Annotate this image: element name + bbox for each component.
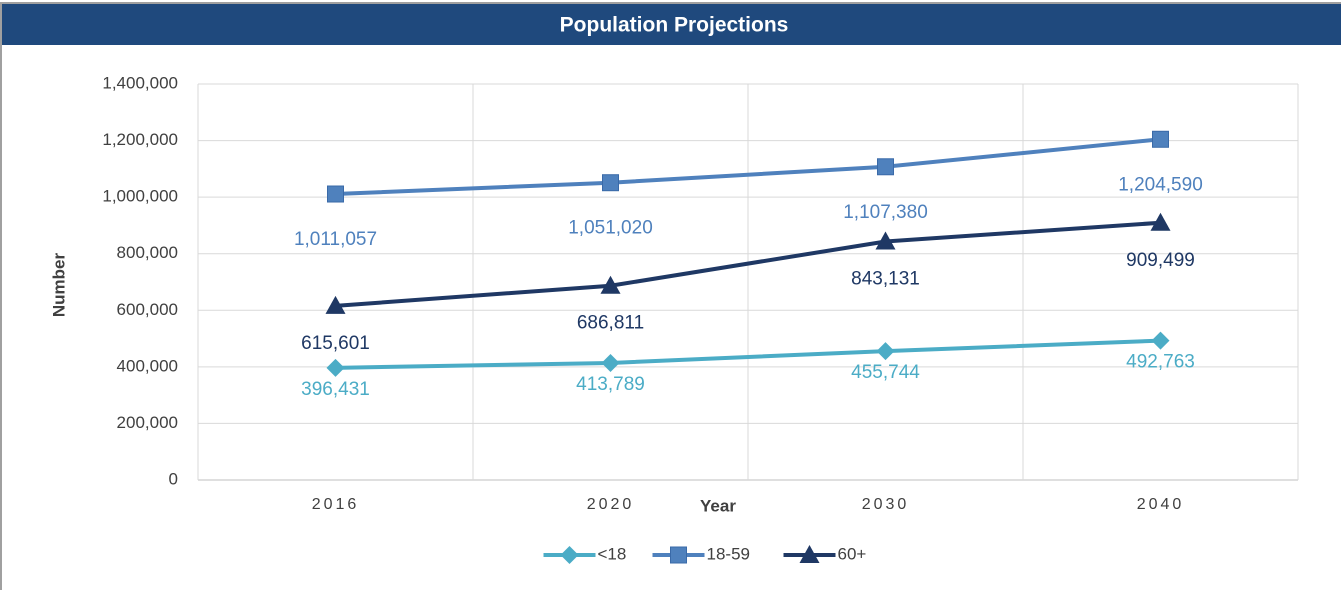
data-label: 909,499: [1126, 250, 1195, 271]
y-tick-label: 0: [169, 469, 178, 488]
data-label: 1,011,057: [294, 229, 377, 250]
y-tick-label: 200,000: [117, 413, 178, 432]
legend-label: <18: [598, 544, 627, 563]
title-bar: [0, 4, 1341, 45]
data-label: 413,789: [576, 374, 645, 395]
point-marker: [875, 231, 896, 250]
point-marker: [326, 358, 345, 377]
data-label: 1,204,590: [1118, 174, 1203, 195]
series-line: [335, 338, 1161, 370]
y-tick-label: 400,000: [117, 356, 178, 375]
point-marker: [325, 295, 346, 314]
legend-label: 60+: [838, 544, 867, 563]
point-marker: [876, 342, 895, 361]
data-label: 686,811: [577, 313, 644, 334]
point-marker: [1152, 130, 1169, 148]
legend-marker: [799, 545, 820, 563]
y-tick-label: 800,000: [117, 243, 178, 262]
series-line: [335, 220, 1161, 308]
data-label: 455,744: [851, 362, 920, 383]
point-marker: [877, 158, 894, 176]
point-marker: [601, 353, 620, 372]
y-tick-label: 1,000,000: [102, 187, 178, 206]
data-label: 396,431: [301, 379, 370, 400]
x-tick-label: 2040: [1137, 496, 1185, 513]
data-label: 1,107,380: [843, 202, 928, 223]
data-label: 615,601: [301, 333, 370, 354]
legend-marker: [560, 546, 579, 564]
y-tick-label: 1,400,000: [102, 73, 178, 92]
x-axis-title: Year: [700, 496, 736, 515]
point-marker: [1151, 331, 1170, 350]
y-tick-label: 600,000: [117, 300, 178, 319]
point-marker: [602, 174, 619, 192]
point-marker: [600, 275, 621, 294]
data-label: 1,051,020: [568, 218, 653, 239]
series-line: [335, 137, 1161, 197]
data-label: 843,131: [851, 269, 920, 290]
x-tick-label: 2020: [587, 496, 635, 513]
y-axis-title: Number: [49, 253, 68, 318]
legend-label: 18-59: [707, 544, 750, 563]
y-tick-label: 1,200,000: [102, 130, 178, 149]
point-marker: [327, 185, 344, 203]
data-label: 492,763: [1126, 352, 1195, 373]
x-tick-label: 2030: [862, 496, 910, 513]
chart-title: Population Projections: [560, 14, 789, 37]
x-tick-label: 2016: [312, 496, 360, 513]
legend-marker: [670, 546, 687, 564]
point-marker: [1150, 212, 1171, 231]
